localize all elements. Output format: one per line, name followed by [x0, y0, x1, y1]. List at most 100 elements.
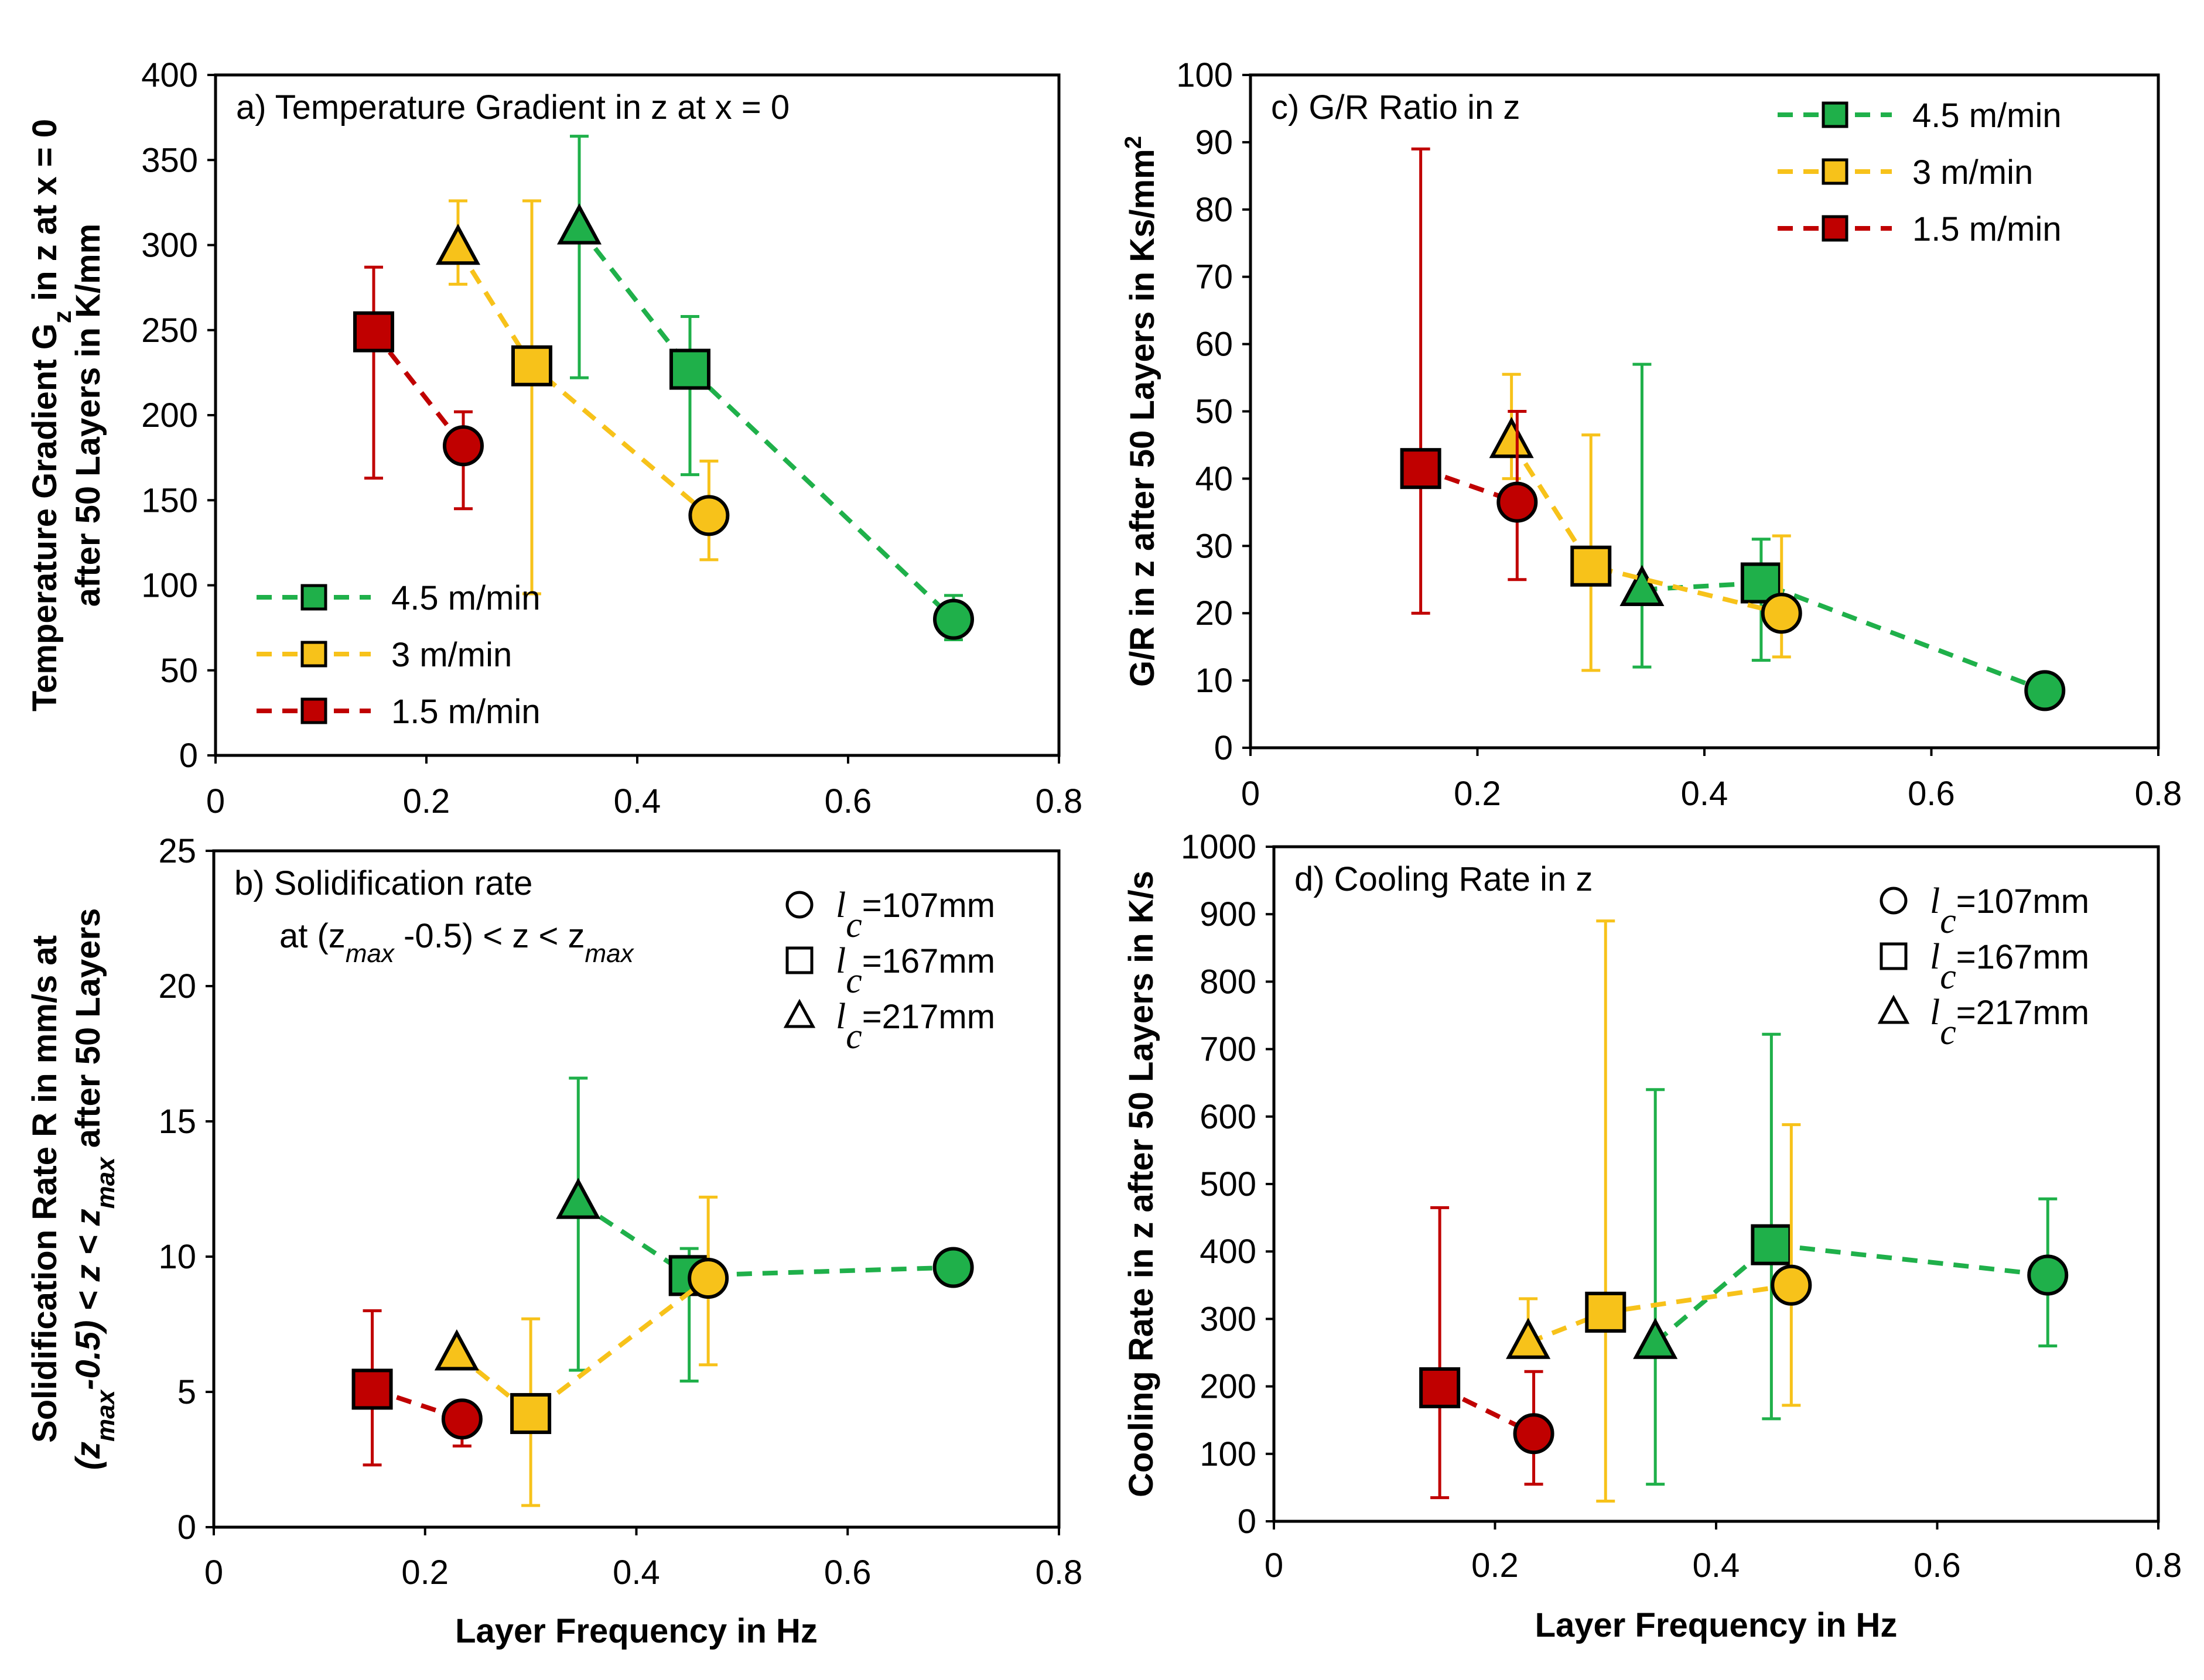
legend-value: =217mm: [862, 998, 995, 1036]
legend-shape-item: lc=107mm: [1880, 881, 2089, 941]
y-tick-label: 300: [141, 227, 198, 265]
x-tick-label: 0.6: [1908, 775, 1955, 813]
text-run: -0.5) < z < z: [69, 1209, 107, 1390]
y-tick-label: 100: [141, 567, 198, 605]
text-run: after 50 Layers: [69, 908, 107, 1158]
legend-marker: [300, 697, 327, 724]
subscript: max: [91, 1389, 120, 1442]
legend-square-marker: [1880, 942, 1908, 970]
x-tick-label: 0.8: [2135, 775, 2182, 813]
legend-subscript: c: [1940, 1012, 1956, 1052]
x-axis-label: Layer Frequency in Hz: [1535, 1606, 1898, 1644]
legend-symbol: l: [836, 885, 846, 925]
y-tick-label: 600: [1200, 1098, 1256, 1136]
data-point: [688, 495, 730, 536]
panel-title: c) G/R Ratio in z: [1271, 88, 1520, 126]
y-axis-label: Temperature Gradient Gz in z at x = 0: [26, 119, 77, 711]
series-3-m-min: [1489, 372, 1802, 672]
data-point: [688, 1257, 729, 1299]
legend-subscript: c: [1940, 957, 1956, 997]
y-tick-label: 150: [141, 481, 198, 519]
data-point: [1419, 1367, 1461, 1408]
data-point: [933, 598, 974, 640]
legend-marker: [300, 641, 327, 668]
y-tick-label: 0: [177, 1508, 196, 1546]
legend-marker: [1822, 158, 1848, 185]
legend-symbol: l: [836, 997, 846, 1036]
series-3-m-min: [435, 199, 730, 596]
panel-title: a) Temperature Gradient in z at x = 0: [236, 88, 790, 126]
y-tick-label: 900: [1200, 895, 1256, 933]
y-tick-label: 25: [158, 832, 196, 870]
data-point: [669, 348, 710, 390]
y-tick-label: 10: [1195, 662, 1233, 700]
data-point: [353, 311, 394, 353]
data-point: [1513, 1413, 1554, 1455]
legend-subscript: c: [846, 1017, 862, 1056]
data-point: [351, 1368, 393, 1410]
x-tick-label: 0: [1265, 1546, 1283, 1585]
y-tick-label: 0: [1214, 729, 1233, 767]
data-point: [1585, 1291, 1626, 1333]
legend-label: lc=217mm: [836, 997, 995, 1056]
y-tick-label: 80: [1195, 191, 1233, 229]
y-tick-label: 200: [1200, 1368, 1256, 1406]
y-tick-label: 0: [179, 737, 198, 775]
x-tick-label: 0.2: [1471, 1546, 1519, 1585]
legend-value: =167mm: [862, 942, 995, 980]
subscript: max: [585, 939, 635, 968]
y-tick-label: 50: [1195, 393, 1233, 431]
x-tick-label: 0.2: [401, 1554, 449, 1592]
legend-triangle-marker: [783, 998, 816, 1028]
text-run: in z at x = 0: [26, 119, 64, 310]
data-point: [556, 1178, 601, 1219]
y-tick-label: 500: [1200, 1165, 1256, 1203]
data-point: [1570, 545, 1612, 587]
y-tick-label: 350: [141, 141, 198, 179]
legend-triangle-marker: [1877, 994, 1910, 1024]
subscript: max: [346, 939, 395, 968]
data-point: [1489, 416, 1534, 459]
y-tick-label: 20: [1195, 594, 1233, 632]
y-tick-label: 50: [160, 652, 198, 690]
legend-value: =107mm: [862, 887, 995, 925]
series-3-m-min: [434, 1195, 729, 1507]
legend-shape-item: lc=107mm: [785, 885, 995, 945]
y-tick-label: 30: [1195, 527, 1233, 565]
series-1-5-m-min: [1419, 1206, 1554, 1500]
legend-shape-item: lc=217mm: [1877, 993, 2089, 1052]
y-tick-label: 40: [1195, 460, 1233, 498]
legend-label: lc=167mm: [1930, 937, 2089, 997]
series-4-5-m-min: [1633, 1032, 2069, 1486]
y-axis-label-line2: (zmax-0.5) < z < zmax after 50 Layers: [69, 908, 120, 1470]
y-tick-label: 90: [1195, 124, 1233, 162]
text-run: 2: [1120, 136, 1146, 149]
legend-circle-marker: [1880, 887, 1908, 915]
data-point: [556, 203, 602, 245]
legend-marker: [1822, 101, 1848, 128]
data-point: [2027, 1254, 2069, 1296]
data-point: [2024, 670, 2066, 711]
chart-panel-d: 0 100 200 300 400 500 600 700 800 900 1000 0 0.2 0.4 0…: [1122, 828, 2182, 1644]
y-axis-label: G/R in z after 50 Layers in Ks/mm2: [1120, 136, 1161, 687]
data-point: [441, 1398, 483, 1440]
data-point: [435, 224, 481, 265]
x-tick-label: 0.4: [613, 1554, 660, 1592]
text-run: Temperature Gradient G: [26, 323, 64, 711]
subscript: max: [91, 1157, 120, 1209]
data-point: [1619, 564, 1665, 606]
legend-label: lc=217mm: [1930, 993, 2089, 1052]
y-axis-label-line2: after 50 Layers in K/mm: [69, 224, 107, 607]
legend-value: =107mm: [1956, 882, 2089, 921]
y-axis-label: Solidification Rate R in mm/s at: [26, 935, 64, 1443]
x-tick-label: 0.8: [1036, 1554, 1083, 1592]
series-3-m-min: [1506, 919, 1812, 1503]
series-4-5-m-min: [556, 135, 974, 641]
data-point: [1771, 1264, 1812, 1306]
data-point: [443, 425, 484, 467]
data-point: [1633, 1318, 1678, 1359]
y-tick-label: 250: [141, 312, 198, 350]
y-axis-label: Cooling Rate in z after 50 Layers in K/s: [1122, 871, 1160, 1497]
legend-label: 4.5 m/min: [1912, 97, 2062, 135]
panel-title: d) Cooling Rate in z: [1294, 860, 1593, 898]
